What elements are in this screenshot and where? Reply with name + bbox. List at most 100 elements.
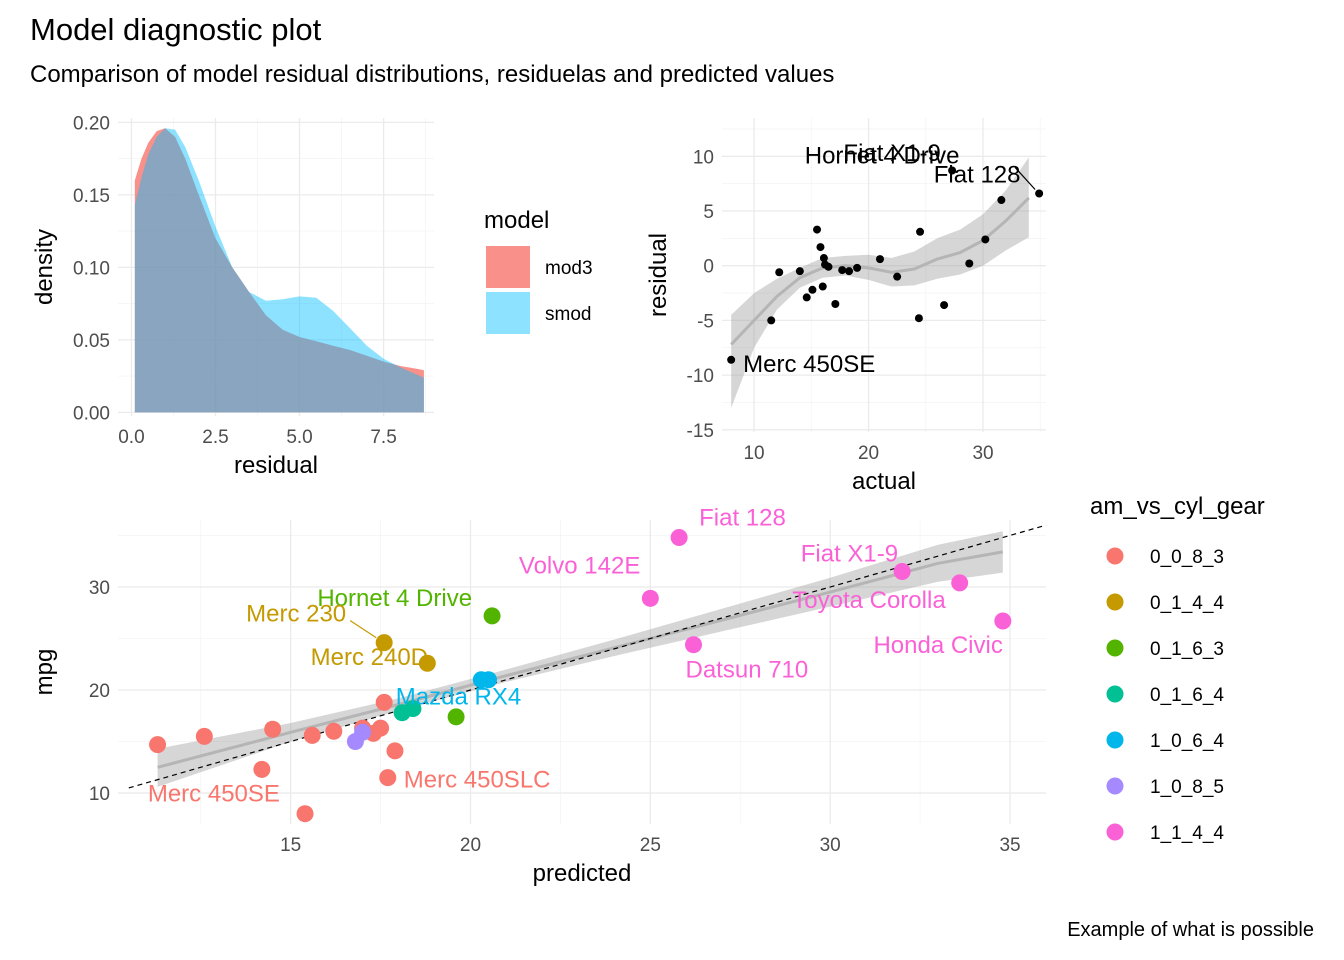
point-label: Datsun 710	[686, 657, 809, 684]
y-tick-label: -5	[697, 311, 714, 332]
residual-point	[1035, 189, 1044, 198]
point-0_1_6_3	[483, 607, 501, 625]
point-0_0_8_3	[325, 722, 343, 740]
point-label: Merc 450SE	[148, 780, 280, 807]
legend-label: 0_0_8_3	[1150, 547, 1224, 568]
point-label: Merc 450SLC	[404, 767, 551, 794]
point-0_1_4_4	[375, 634, 393, 652]
density-area-smod	[134, 128, 424, 413]
point-label: Toyota Corolla	[792, 587, 946, 614]
residual-point	[997, 196, 1006, 205]
point-0_0_8_3	[149, 736, 167, 754]
point-label: Merc 450SE	[743, 351, 875, 378]
x-tick-label: 30	[972, 443, 993, 464]
residual-point	[914, 314, 923, 323]
point-1_1_4_4	[994, 612, 1012, 630]
residual-point	[831, 299, 840, 308]
x-axis-title: residual	[234, 452, 318, 479]
legend-title: model	[484, 207, 549, 234]
x-tick-label: 2.5	[202, 427, 228, 448]
residual-point	[795, 267, 804, 276]
y-tick-label: 5	[703, 202, 714, 223]
point-0_0_8_3	[253, 760, 271, 778]
point-0_0_8_3	[264, 720, 282, 738]
x-tick-label: 10	[743, 443, 764, 464]
residual-point	[727, 355, 736, 364]
y-axis-title: mpg	[31, 649, 58, 696]
y-tick-label: 0.00	[73, 403, 110, 424]
y-tick-label: 10	[693, 147, 714, 168]
legend-key-0_1_6_4	[1106, 685, 1124, 703]
residual-point	[981, 235, 990, 244]
point-label: Honda Civic	[873, 632, 1002, 659]
x-axis-title: actual	[852, 468, 916, 495]
legend-label: 0_1_6_3	[1150, 639, 1224, 660]
x-tick-label: 20	[460, 835, 481, 856]
point-label: Hornet 4 Drive	[317, 585, 472, 612]
point-0_1_4_4	[418, 654, 436, 672]
legend-key-0_1_6_3	[1106, 639, 1124, 657]
residual-point	[818, 282, 827, 291]
legend-label: 1_0_8_5	[1150, 777, 1224, 798]
y-tick-label: -10	[687, 366, 714, 387]
point-label: Fiat X1-9	[801, 541, 898, 568]
x-tick-label: 0.0	[118, 427, 144, 448]
x-tick-label: 35	[999, 835, 1020, 856]
point-1_1_4_4	[641, 589, 659, 607]
group-legend: am_vs_cyl_gear 0_0_8_3 0_1_4_4 0_1_6_3 0_1_6…	[1090, 493, 1265, 844]
legend-key-1_0_8_5	[1106, 777, 1124, 795]
point-0_0_8_3	[379, 769, 397, 787]
point-0_0_8_3	[372, 719, 390, 737]
label-leader-line	[1014, 167, 1036, 190]
point-0_1_6_3	[447, 708, 465, 726]
residual-point	[816, 243, 825, 252]
residual-point	[802, 293, 811, 302]
point-label: Merc 230	[246, 601, 346, 628]
legend-key-0_0_8_3	[1106, 547, 1124, 565]
point-0_0_8_3	[386, 742, 404, 760]
legend-label: 1_1_4_4	[1150, 823, 1224, 844]
point-label: Fiat 128	[934, 161, 1021, 188]
residual-point	[948, 166, 957, 175]
point-1_1_4_4	[670, 529, 688, 547]
density-legend: model mod3 smod	[484, 207, 593, 334]
residual-point	[824, 262, 833, 271]
point-label: Hornet 4 Drive	[805, 143, 960, 170]
residual-point	[965, 259, 974, 268]
residual-point	[893, 272, 902, 281]
point-1_0_8_5	[354, 723, 372, 741]
point-label: Merc 240D	[311, 644, 428, 671]
point-1_1_4_4	[893, 563, 911, 581]
x-tick-label: 25	[640, 835, 661, 856]
residual-point	[819, 254, 828, 263]
legend-key-1_0_6_4	[1106, 731, 1124, 749]
legend-label: mod3	[545, 258, 593, 279]
y-tick-label: 30	[89, 578, 110, 599]
y-axis-title: residual	[645, 233, 672, 317]
smooth-line	[730, 196, 1030, 346]
y-tick-label: 0.05	[73, 331, 110, 352]
x-tick-label: 7.5	[370, 427, 396, 448]
point-0_0_8_3	[375, 693, 393, 711]
point-label: Fiat 128	[699, 505, 786, 532]
residual-point	[838, 266, 847, 275]
legend-key-0_1_4_4	[1106, 593, 1124, 611]
x-axis-title: predicted	[533, 860, 632, 887]
point-label: Fiat X1-9	[843, 140, 940, 167]
x-tick-label: 20	[858, 443, 879, 464]
point-label: Volvo 142E	[519, 552, 640, 579]
residual-point	[813, 225, 822, 234]
residual-point	[845, 267, 854, 276]
chart-caption: Example of what is possible	[1067, 919, 1314, 941]
legend-key-1_1_4_4	[1106, 823, 1124, 841]
legend-label: 0_1_6_4	[1150, 685, 1224, 706]
point-0_0_8_3	[195, 727, 213, 745]
legend-label: 0_1_4_4	[1150, 593, 1224, 614]
reference-line	[128, 524, 1047, 789]
label-leader-line	[349, 620, 377, 639]
smooth-confidence-band	[731, 157, 1029, 408]
residual-point	[916, 227, 925, 236]
predicted-panel: Fiat 128 Volvo 142E Fiat X1-9 Toyota Coroll…	[31, 505, 1047, 887]
